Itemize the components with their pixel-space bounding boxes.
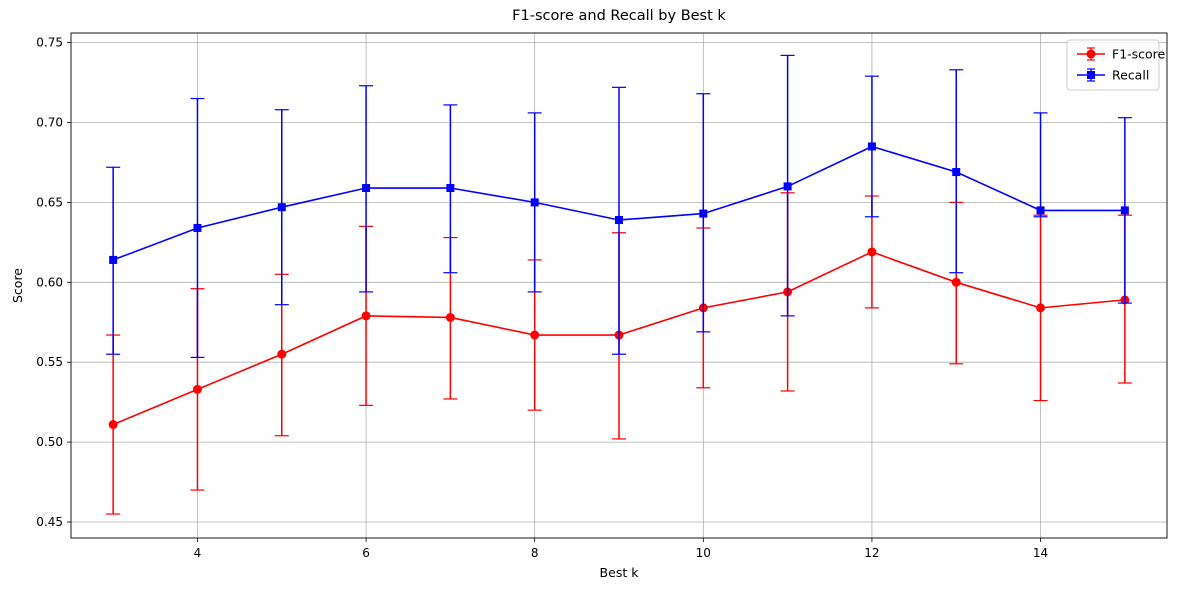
y-axis-label: Score <box>10 268 25 303</box>
data-point <box>109 255 118 264</box>
x-tick-label: 6 <box>362 546 370 560</box>
y-tick-label: 0.65 <box>36 195 63 209</box>
data-point <box>530 330 540 340</box>
y-tick-label: 0.60 <box>36 275 63 289</box>
data-point <box>1036 206 1045 215</box>
y-tick-label: 0.70 <box>36 115 63 129</box>
data-point <box>951 277 961 287</box>
y-tick-label: 0.75 <box>36 36 63 50</box>
series-recall <box>106 54 1132 359</box>
chart-title: F1-score and Recall by Best k <box>512 8 726 24</box>
plot-frame <box>70 32 1168 539</box>
data-point <box>277 203 286 212</box>
data-point <box>952 168 961 177</box>
legend: F1-score Recall <box>1066 39 1166 91</box>
legend-marker <box>1087 71 1095 79</box>
x-tick-label: 10 <box>696 546 711 560</box>
series-layer <box>106 54 1132 515</box>
data-point <box>615 215 623 224</box>
x-axis-label: Best k <box>600 565 640 580</box>
data-point <box>108 420 118 430</box>
x-tick-label: 8 <box>531 546 539 560</box>
y-tick-label: 0.45 <box>36 515 63 529</box>
x-tick-label: 14 <box>1033 546 1048 560</box>
data-point <box>699 209 708 218</box>
data-point <box>1036 303 1046 313</box>
data-point <box>277 349 287 359</box>
x-tick-label: 4 <box>194 546 202 560</box>
data-point <box>530 198 539 207</box>
legend-label: F1-score <box>1112 47 1166 62</box>
ticks: 4 6 8 10 12 14 0.45 0.50 0.55 0.60 0.65 0.70 0.75 <box>36 36 1048 560</box>
data-point <box>783 182 792 191</box>
data-point <box>192 384 202 394</box>
legend-label: Recall <box>1112 68 1149 83</box>
data-point <box>445 312 455 322</box>
data-point <box>867 247 877 257</box>
x-tick-label: 12 <box>864 546 879 560</box>
data-point <box>1120 206 1129 215</box>
data-point <box>446 184 455 193</box>
data-point <box>361 311 371 321</box>
data-point <box>193 223 202 232</box>
y-tick-label: 0.50 <box>36 435 63 449</box>
legend-marker <box>1086 49 1096 59</box>
y-tick-label: 0.55 <box>36 355 63 369</box>
data-point <box>867 142 876 151</box>
data-point <box>362 184 371 193</box>
